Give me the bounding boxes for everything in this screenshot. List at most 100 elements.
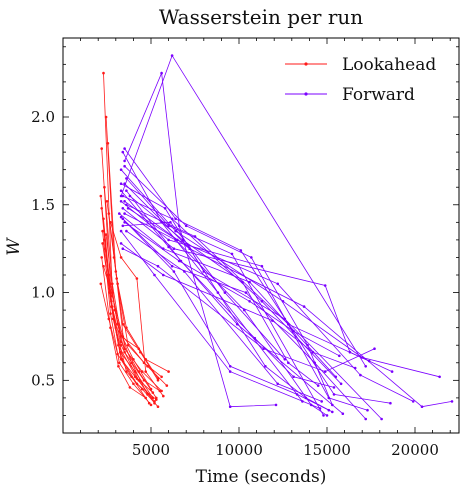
data-point-lookahead bbox=[155, 398, 158, 401]
data-point-forward bbox=[118, 212, 121, 215]
data-point-lookahead bbox=[144, 358, 147, 361]
data-point-forward bbox=[323, 370, 327, 373]
data-point-lookahead bbox=[103, 185, 106, 189]
data-point-forward bbox=[271, 319, 274, 322]
data-point-forward bbox=[248, 300, 251, 303]
data-point-forward bbox=[338, 354, 341, 358]
data-point-lookahead bbox=[101, 229, 104, 233]
data-point-forward bbox=[274, 403, 278, 407]
data-point-forward bbox=[162, 273, 165, 277]
run-line-forward bbox=[122, 221, 286, 360]
data-point-lookahead bbox=[99, 194, 103, 198]
data-point-lookahead bbox=[144, 370, 147, 373]
series-forward bbox=[118, 54, 454, 421]
data-point-forward bbox=[228, 370, 232, 373]
run-line-forward bbox=[126, 204, 393, 372]
data-point-forward bbox=[119, 242, 123, 245]
data-point-forward bbox=[359, 373, 362, 377]
data-point-forward bbox=[260, 300, 264, 303]
data-point-lookahead bbox=[156, 405, 160, 409]
data-point-forward bbox=[309, 403, 313, 407]
data-point-forward bbox=[228, 365, 232, 368]
run-line-forward bbox=[120, 243, 356, 369]
data-point-lookahead bbox=[105, 200, 109, 203]
data-point-lookahead bbox=[156, 377, 160, 380]
plot-series bbox=[99, 54, 454, 421]
data-point-forward bbox=[169, 221, 172, 224]
data-point-forward bbox=[119, 229, 123, 233]
data-point-forward bbox=[420, 405, 424, 409]
data-point-forward bbox=[119, 200, 123, 203]
data-point-lookahead bbox=[104, 115, 108, 119]
data-point-lookahead bbox=[119, 358, 123, 361]
data-point-forward bbox=[260, 264, 264, 268]
data-point-forward bbox=[389, 401, 392, 405]
data-point-lookahead bbox=[100, 256, 103, 259]
data-point-forward bbox=[228, 405, 232, 409]
data-point-forward bbox=[287, 361, 290, 365]
data-point-forward bbox=[174, 217, 177, 221]
data-point-forward bbox=[153, 273, 156, 277]
data-point-lookahead bbox=[102, 71, 105, 75]
data-point-forward bbox=[295, 393, 299, 396]
data-point-forward bbox=[380, 417, 383, 421]
data-point-forward bbox=[119, 215, 123, 219]
legend-marker-forward bbox=[304, 92, 308, 96]
plot-frame bbox=[62, 37, 460, 434]
data-point-forward bbox=[322, 414, 325, 417]
data-point-lookahead bbox=[149, 387, 153, 391]
data-point-lookahead bbox=[107, 317, 111, 321]
data-point-forward bbox=[121, 194, 125, 198]
data-point-forward bbox=[119, 189, 123, 192]
data-point-forward bbox=[348, 350, 352, 354]
data-point-lookahead bbox=[113, 308, 117, 312]
data-point-forward bbox=[177, 259, 181, 263]
data-point-lookahead bbox=[151, 391, 155, 394]
run-line-forward bbox=[120, 230, 321, 409]
data-point-forward bbox=[223, 291, 227, 294]
data-point-forward bbox=[264, 365, 267, 368]
y-axis-label: W bbox=[4, 237, 24, 256]
data-point-lookahead bbox=[106, 142, 110, 145]
data-point-lookahead bbox=[103, 238, 106, 242]
data-point-forward bbox=[390, 370, 394, 373]
data-point-forward bbox=[121, 150, 125, 154]
data-point-lookahead bbox=[165, 384, 169, 387]
data-point-lookahead bbox=[118, 361, 121, 365]
data-point-lookahead bbox=[103, 247, 107, 250]
data-point-forward bbox=[188, 247, 191, 250]
data-point-forward bbox=[172, 247, 176, 250]
data-point-forward bbox=[193, 235, 197, 238]
data-point-forward bbox=[250, 256, 253, 259]
data-point-forward bbox=[123, 182, 126, 185]
data-point-forward bbox=[366, 408, 369, 412]
run-line-forward bbox=[126, 190, 335, 388]
x-tick-label: 20000 bbox=[391, 441, 439, 459]
data-point-forward bbox=[316, 384, 320, 387]
data-point-forward bbox=[170, 264, 174, 268]
data-point-lookahead bbox=[147, 401, 151, 405]
legend-label-forward: Forward bbox=[342, 85, 415, 105]
data-point-forward bbox=[123, 221, 126, 224]
data-point-lookahead bbox=[110, 305, 113, 308]
data-point-forward bbox=[332, 393, 336, 396]
data-point-lookahead bbox=[115, 277, 118, 280]
series-lookahead bbox=[99, 71, 170, 409]
run-line-forward bbox=[129, 195, 319, 386]
plot-axes: 5000 10000 15000 20000 0.5 1.0 1.5 2.0 bbox=[31, 37, 460, 459]
data-point-forward bbox=[318, 407, 322, 410]
data-point-lookahead bbox=[149, 403, 153, 407]
data-point-lookahead bbox=[160, 389, 163, 393]
data-point-lookahead bbox=[133, 375, 137, 379]
data-point-forward bbox=[123, 212, 126, 215]
run-line-forward bbox=[126, 230, 322, 402]
data-point-lookahead bbox=[100, 147, 103, 150]
data-point-lookahead bbox=[140, 387, 144, 391]
data-point-forward bbox=[276, 382, 280, 386]
data-point-lookahead bbox=[146, 365, 149, 368]
data-point-forward bbox=[302, 305, 306, 308]
data-point-forward bbox=[327, 408, 331, 412]
data-point-forward bbox=[160, 71, 163, 75]
run-line-forward bbox=[122, 195, 342, 385]
data-point-forward bbox=[364, 417, 368, 421]
